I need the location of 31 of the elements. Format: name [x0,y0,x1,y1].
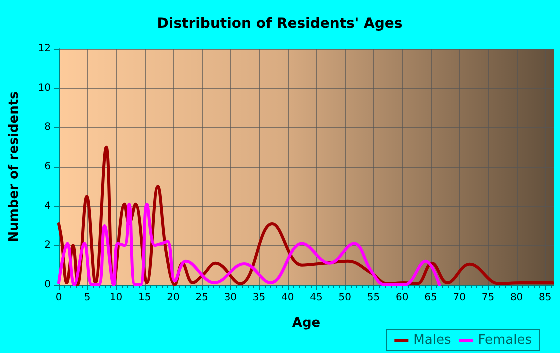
y-tick-label: 0 [44,280,51,290]
x-tick-label: 25 [196,292,208,304]
chart-title: Distribution of Residents' Ages [157,16,403,32]
x-tick-label: 80 [510,292,524,304]
legend-label: Females [478,333,532,348]
legend-label: Males [414,333,452,348]
y-tick-label: 6 [44,162,51,172]
x-tick-label: 0 [56,292,62,304]
x-tick-label: 85 [539,292,552,304]
y-tick-label: 2 [44,240,51,252]
y-axis-title: Number of residents [7,91,22,242]
y-tick-label: 12 [38,44,51,54]
line-series [58,202,442,286]
x-tick-label: 60 [396,292,409,304]
y-tick-label: 4 [44,200,51,212]
x-tick-label: 5 [84,292,91,304]
x-tick-label: 40 [282,292,294,304]
x-tick-label: 45 [310,292,323,304]
y-tick-label: 8 [44,122,51,134]
x-tick-label: 10 [110,292,123,304]
x-tick-label: 70 [453,292,466,304]
x-tick-label: 75 [482,292,495,304]
x-tick-label: 55 [367,292,380,304]
x-tick-label: 50 [338,292,352,304]
x-tick-label: 65 [424,292,438,304]
x-axis-title: Age [292,316,321,331]
x-tick-label: 35 [252,292,266,304]
y-tick-label: 10 [38,82,51,94]
x-tick-label: 30 [224,292,238,304]
x-tick-label: 15 [138,292,152,304]
x-tick-label: 20 [167,292,180,304]
